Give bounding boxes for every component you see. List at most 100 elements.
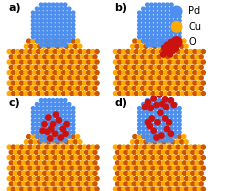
Circle shape (142, 11, 145, 15)
Circle shape (118, 166, 122, 170)
Circle shape (11, 176, 15, 181)
Circle shape (162, 3, 165, 6)
Circle shape (155, 187, 159, 191)
Circle shape (95, 91, 99, 96)
Circle shape (193, 60, 197, 64)
Circle shape (166, 107, 169, 110)
Circle shape (161, 76, 166, 80)
Circle shape (161, 45, 167, 50)
Circle shape (45, 60, 49, 64)
Circle shape (185, 166, 188, 170)
Circle shape (155, 81, 159, 85)
Circle shape (122, 70, 126, 75)
Circle shape (87, 176, 91, 181)
Circle shape (55, 76, 59, 80)
Circle shape (64, 140, 69, 144)
Circle shape (164, 70, 168, 75)
Circle shape (45, 187, 49, 191)
Circle shape (145, 55, 149, 59)
Circle shape (162, 139, 165, 142)
Circle shape (178, 115, 181, 118)
Circle shape (177, 39, 182, 43)
Circle shape (57, 81, 61, 85)
Text: d): d) (115, 98, 128, 108)
Circle shape (197, 166, 201, 170)
Circle shape (176, 81, 180, 85)
Circle shape (89, 86, 93, 90)
Circle shape (151, 49, 155, 54)
Circle shape (55, 35, 59, 39)
Circle shape (76, 76, 80, 80)
Circle shape (189, 166, 193, 170)
Circle shape (161, 86, 166, 90)
Circle shape (118, 176, 122, 181)
Circle shape (180, 166, 184, 170)
Circle shape (150, 123, 153, 126)
Circle shape (67, 135, 71, 138)
Circle shape (49, 134, 53, 139)
Circle shape (126, 176, 130, 181)
Circle shape (22, 55, 26, 59)
Circle shape (174, 103, 177, 106)
Circle shape (146, 119, 149, 122)
Circle shape (72, 131, 75, 134)
Circle shape (39, 65, 43, 69)
Circle shape (35, 7, 39, 11)
Circle shape (139, 155, 143, 160)
Circle shape (43, 15, 47, 19)
Circle shape (22, 150, 26, 154)
Circle shape (170, 182, 174, 186)
Circle shape (157, 86, 161, 90)
Circle shape (38, 44, 42, 48)
Text: c): c) (8, 98, 20, 108)
Circle shape (57, 166, 61, 170)
Circle shape (154, 139, 157, 142)
Circle shape (7, 81, 11, 85)
Circle shape (176, 145, 180, 149)
Circle shape (30, 150, 34, 154)
Circle shape (45, 166, 49, 170)
Circle shape (85, 65, 89, 69)
Circle shape (126, 70, 130, 75)
Circle shape (154, 11, 157, 15)
Circle shape (199, 86, 203, 90)
Circle shape (166, 65, 170, 69)
Circle shape (174, 119, 177, 122)
Circle shape (74, 166, 78, 170)
Circle shape (166, 120, 172, 125)
Circle shape (66, 91, 70, 96)
Circle shape (40, 135, 43, 138)
Circle shape (189, 70, 193, 75)
Circle shape (64, 127, 67, 130)
Circle shape (201, 176, 205, 181)
Circle shape (32, 187, 36, 191)
Circle shape (78, 81, 82, 85)
Circle shape (66, 49, 70, 54)
Circle shape (66, 187, 70, 191)
Circle shape (26, 182, 30, 186)
Circle shape (120, 86, 124, 90)
Circle shape (11, 60, 15, 64)
Circle shape (174, 19, 177, 23)
Circle shape (164, 49, 168, 54)
Circle shape (130, 176, 134, 181)
Circle shape (59, 123, 63, 126)
Circle shape (157, 182, 161, 186)
Circle shape (150, 15, 153, 19)
Circle shape (146, 27, 149, 31)
Circle shape (13, 55, 18, 59)
Circle shape (20, 81, 24, 85)
Circle shape (42, 140, 46, 144)
Circle shape (40, 134, 44, 139)
Circle shape (126, 49, 130, 54)
Circle shape (172, 187, 176, 191)
Circle shape (201, 70, 205, 75)
Circle shape (154, 3, 157, 6)
Circle shape (72, 123, 75, 126)
Circle shape (171, 102, 176, 108)
Circle shape (158, 111, 161, 114)
Circle shape (43, 11, 47, 15)
Circle shape (30, 182, 34, 186)
Circle shape (147, 91, 151, 96)
Circle shape (27, 134, 31, 139)
